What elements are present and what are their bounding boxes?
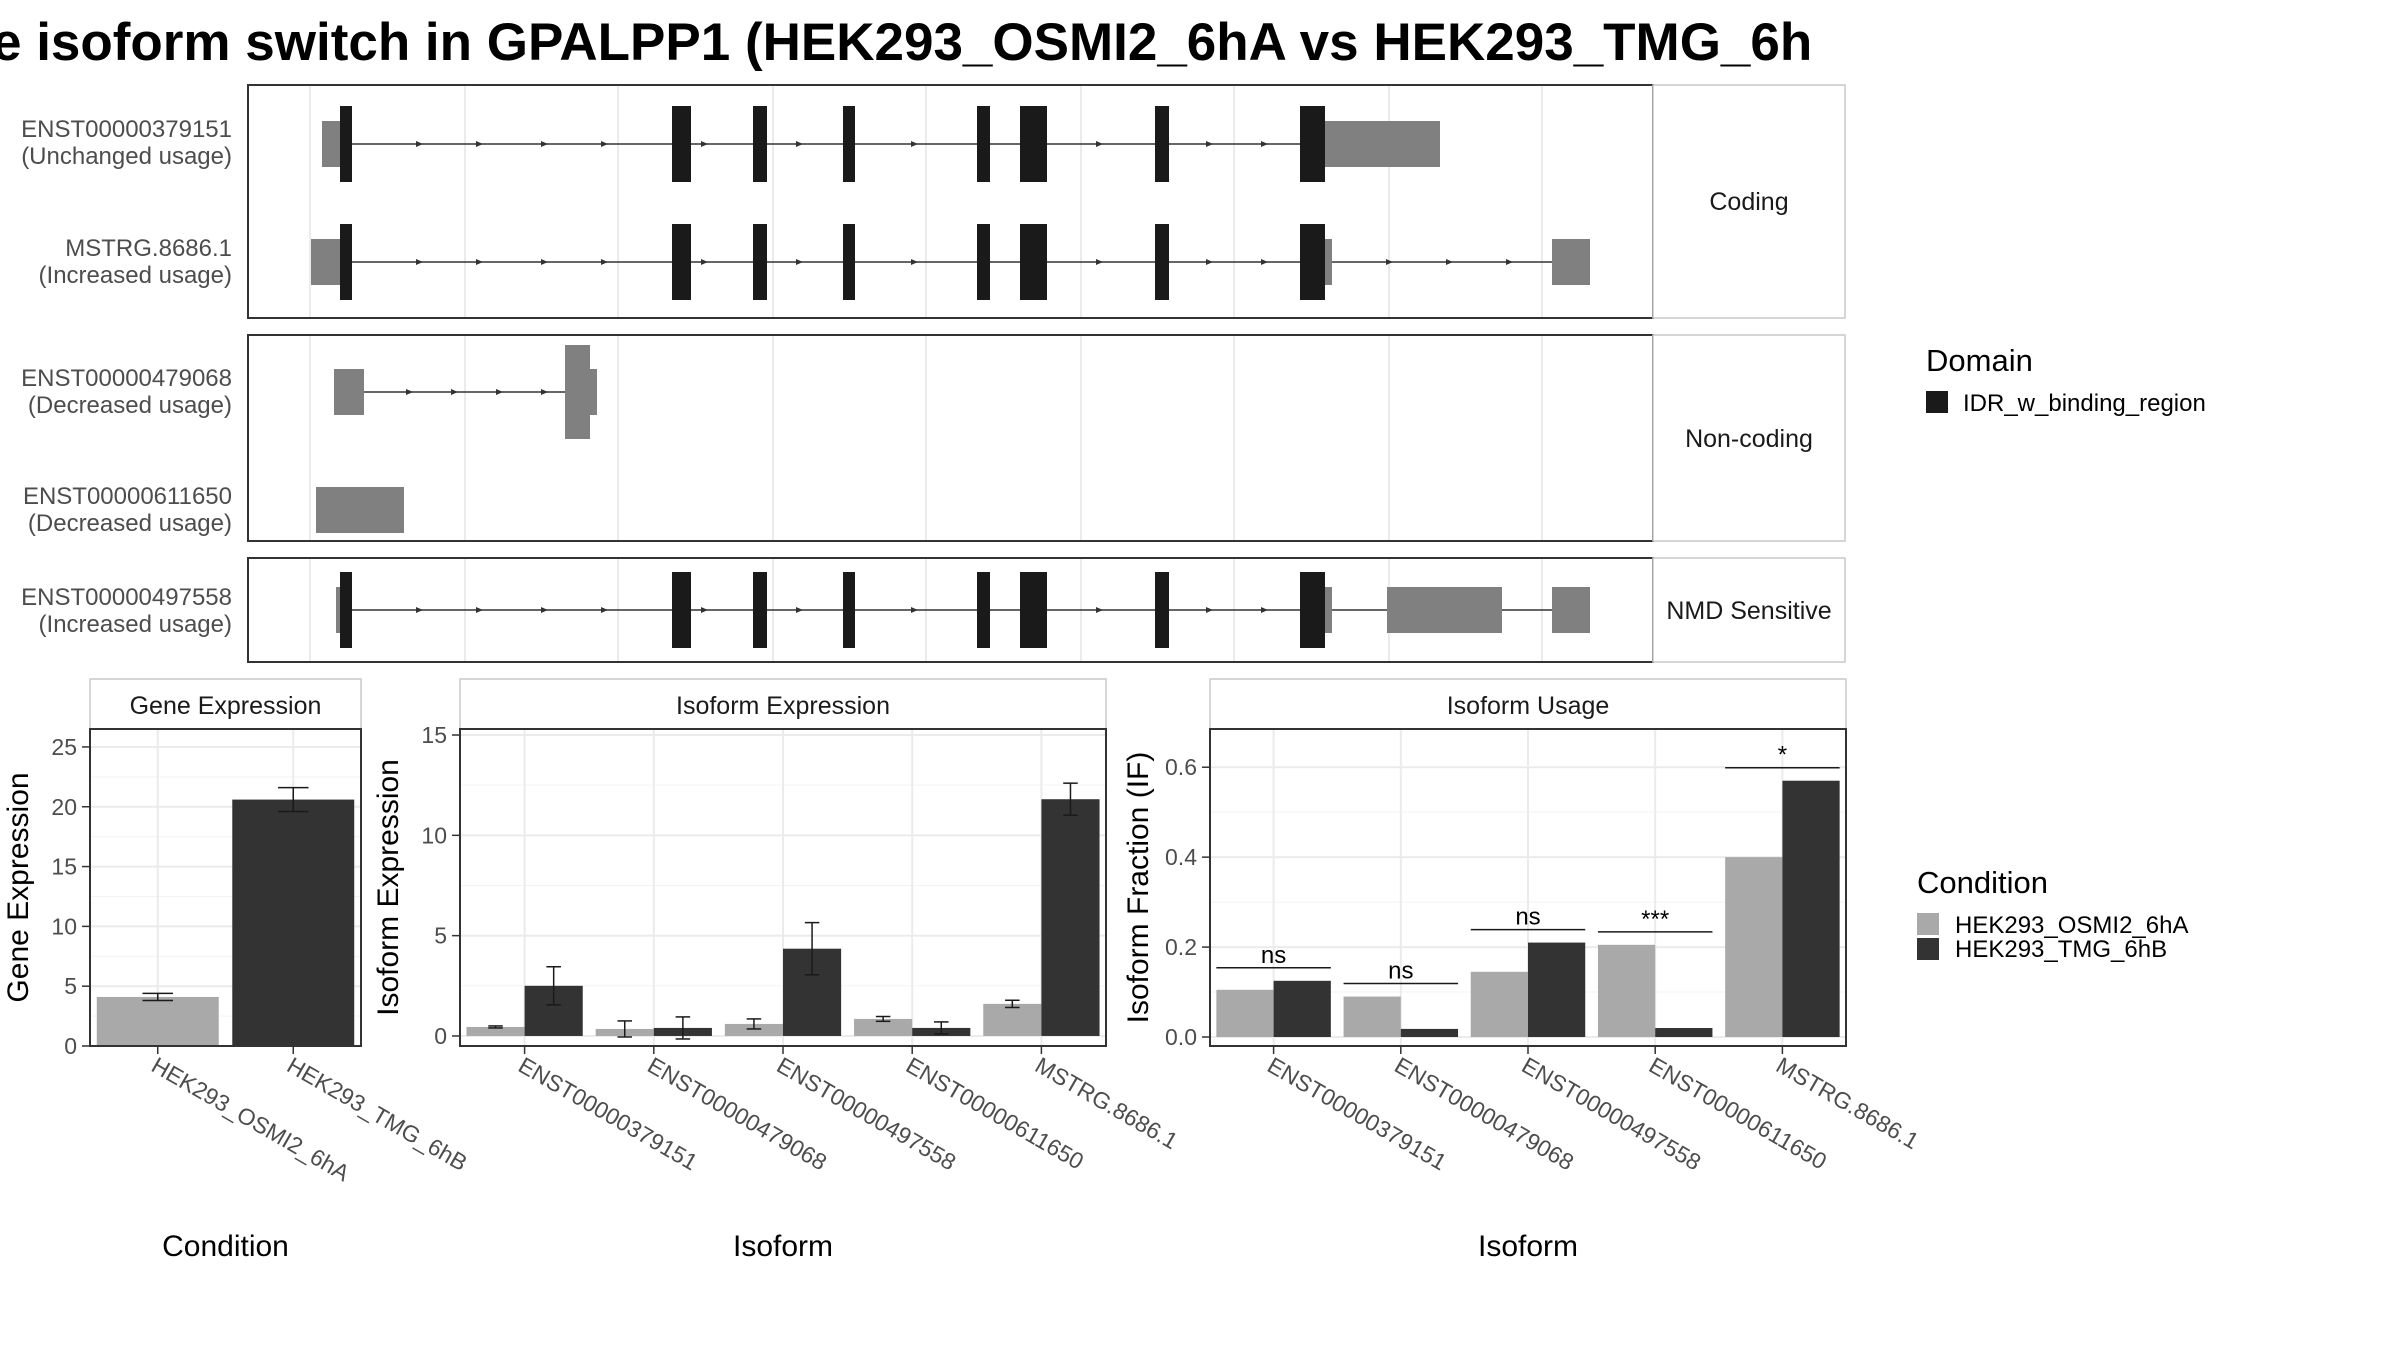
structure-enst00000379151 — [322, 106, 1440, 182]
bar-charts: Gene Expression0510152025HEK293_OSMI2_6h… — [2, 678, 1923, 1263]
transcript-structures — [311, 106, 1590, 648]
isoform-usage-enst00000379151: (Unchanged usage) — [21, 143, 232, 170]
structure-panel-label-noncoding: Non-coding — [1685, 425, 1813, 453]
structure-enst00000497558 — [336, 572, 1590, 648]
xaxis-title-2: Isoform — [733, 1230, 833, 1263]
legend-domain-title: Domain — [1926, 343, 2033, 378]
bar-2-HEK293_OSMI2_6hA-ENST00000497558 — [724, 1023, 783, 1036]
structure-enst00000479068 — [334, 345, 597, 439]
ytick-label-3-0.4: 0.4 — [1165, 844, 1197, 870]
errorbar-2-2-0 — [746, 1018, 762, 1030]
bar-3-HEK293_TMG_6hB-ENST00000479068 — [1400, 1028, 1459, 1038]
bar-2-HEK293_OSMI2_6hA-MSTRG.8686.1 — [983, 1003, 1042, 1036]
sig-label-4: * — [1778, 742, 1787, 769]
ytick-label-2-5: 5 — [434, 923, 447, 949]
xaxis-title-1: Condition — [162, 1230, 289, 1263]
bar-3-HEK293_TMG_6hB-ENST00000497558 — [1528, 942, 1586, 1038]
legend-condition-label-a: HEK293_OSMI2_6hA — [1955, 912, 2188, 939]
legend-domain: Domain IDR_w_binding_region — [1926, 343, 2206, 417]
errorbar-2-0-0 — [488, 1025, 503, 1029]
ytick-label-2-0: 0 — [434, 1023, 447, 1049]
ytick-label-1-25: 25 — [51, 734, 77, 760]
strip-1 — [89, 678, 362, 730]
yaxis-title-1: Gene Expression — [2, 772, 35, 1002]
strip-title-3: Isoform Usage — [1447, 692, 1610, 720]
structure-panel-noncoding: Non-coding — [247, 334, 1846, 542]
errorbar-2-0-1 — [546, 966, 561, 1006]
legend-condition: Condition HEK293_OSMI2_6hA HEK293_TMG_6h… — [1917, 865, 2188, 963]
bar-2-HEK293_TMG_6hB-MSTRG.8686.1 — [1041, 799, 1100, 1036]
bar-3-HEK293_OSMI2_6hA-ENST00000611650 — [1597, 944, 1656, 1038]
ytick-label-3-0.0: 0.0 — [1165, 1024, 1197, 1050]
legend-condition-swatch-b — [1917, 938, 1939, 960]
isoform-label-mstrg-8686-1: MSTRG.8686.1 — [65, 235, 232, 262]
bar-2-HEK293_OSMI2_6hA-ENST00000611650 — [854, 1018, 913, 1036]
bar-3-HEK293_TMG_6hB-ENST00000611650 — [1655, 1028, 1713, 1038]
errorbar-2-4-0 — [1005, 999, 1020, 1009]
ytick-label-1-20: 20 — [51, 794, 77, 820]
bar-3-HEK293_OSMI2_6hA-ENST00000379151 — [1216, 989, 1274, 1038]
errorbar-2-1-0 — [617, 1020, 632, 1038]
isoform-usage-enst00000497558: (Increased usage) — [39, 611, 232, 638]
errorbar-2-3-1 — [934, 1021, 949, 1035]
structure-panel-label-coding: Coding — [1709, 188, 1788, 216]
legend-condition-swatch-a — [1917, 913, 1939, 935]
ytick-label-1-0: 0 — [64, 1033, 77, 1059]
strip-2 — [459, 678, 1107, 730]
ytick-label-2-15: 15 — [421, 722, 447, 748]
bar-1-HEK293_OSMI2_6hA — [96, 996, 219, 1046]
isoform-label-enst00000379151: ENST00000379151 — [21, 116, 232, 143]
strip-title-2: Isoform Expression — [676, 692, 890, 720]
isoform-usage-enst00000479068: (Decreased usage) — [28, 392, 232, 419]
yaxis-title-3: Isoform Fraction (IF) — [1122, 752, 1155, 1024]
structure-enst00000611650 — [316, 487, 404, 533]
strip-title-1: Gene Expression — [130, 692, 322, 720]
errorbar-1-0-0 — [142, 992, 173, 1002]
bar-3-HEK293_OSMI2_6hA-ENST00000497558 — [1470, 971, 1528, 1038]
errorbar-2-4-1 — [1063, 782, 1078, 817]
ytick-label-1-15: 15 — [51, 854, 77, 880]
isoform-usage-mstrg-8686-1: (Increased usage) — [39, 262, 232, 289]
legend-domain-swatch — [1926, 391, 1948, 413]
bar-2-HEK293_OSMI2_6hA-ENST00000379151 — [466, 1026, 525, 1036]
bar-3-HEK293_OSMI2_6hA-MSTRG.8686.1 — [1725, 857, 1783, 1038]
ytick-label-2-10: 10 — [421, 822, 447, 848]
bar-3-HEK293_TMG_6hB-MSTRG.8686.1 — [1782, 780, 1840, 1038]
sig-label-2: ns — [1515, 904, 1540, 931]
sig-label-0: ns — [1261, 942, 1286, 969]
structure-panel-label-nmd: NMD Sensitive — [1666, 597, 1831, 625]
xaxis-title-3: Isoform — [1478, 1230, 1578, 1263]
bar-3-HEK293_TMG_6hB-ENST00000379151 — [1273, 980, 1331, 1038]
isoform-label-enst00000497558: ENST00000497558 — [21, 584, 232, 611]
errorbar-2-3-0 — [875, 1015, 891, 1023]
bar-1-HEK293_TMG_6hB — [232, 799, 355, 1046]
sig-label-1: ns — [1388, 958, 1413, 985]
figure-title: e isoform switch in GPALPP1 (HEK293_OSMI… — [0, 13, 1812, 72]
errorbar-2-2-1 — [804, 921, 820, 976]
errorbar-1-1-0 — [278, 786, 309, 813]
isoform-label-enst00000611650: ENST00000611650 — [23, 483, 232, 510]
legend-condition-label-b: HEK293_TMG_6hB — [1955, 936, 2167, 963]
ytick-label-1-5: 5 — [64, 973, 77, 999]
legend-domain-label: IDR_w_binding_region — [1963, 390, 2206, 417]
isoform-label-enst00000479068: ENST00000479068 — [21, 365, 232, 392]
structure-mstrg-8686-1 — [311, 224, 1590, 300]
ytick-label-3-0.6: 0.6 — [1165, 754, 1197, 780]
ytick-label-3-0.2: 0.2 — [1165, 934, 1197, 960]
errorbar-2-1-1 — [675, 1016, 691, 1040]
yaxis-title-2: Isoform Expression — [372, 759, 405, 1016]
legend-condition-title: Condition — [1917, 865, 2048, 900]
ytick-label-1-10: 10 — [51, 913, 77, 939]
bar-3-HEK293_OSMI2_6hA-ENST00000479068 — [1343, 996, 1401, 1038]
isoform-usage-enst00000611650: (Decreased usage) — [28, 510, 232, 537]
chart-2: Isoform Expression051015ENST00000379151E… — [372, 678, 1182, 1263]
sig-label-3: *** — [1641, 906, 1669, 933]
strip-3 — [1209, 678, 1847, 730]
